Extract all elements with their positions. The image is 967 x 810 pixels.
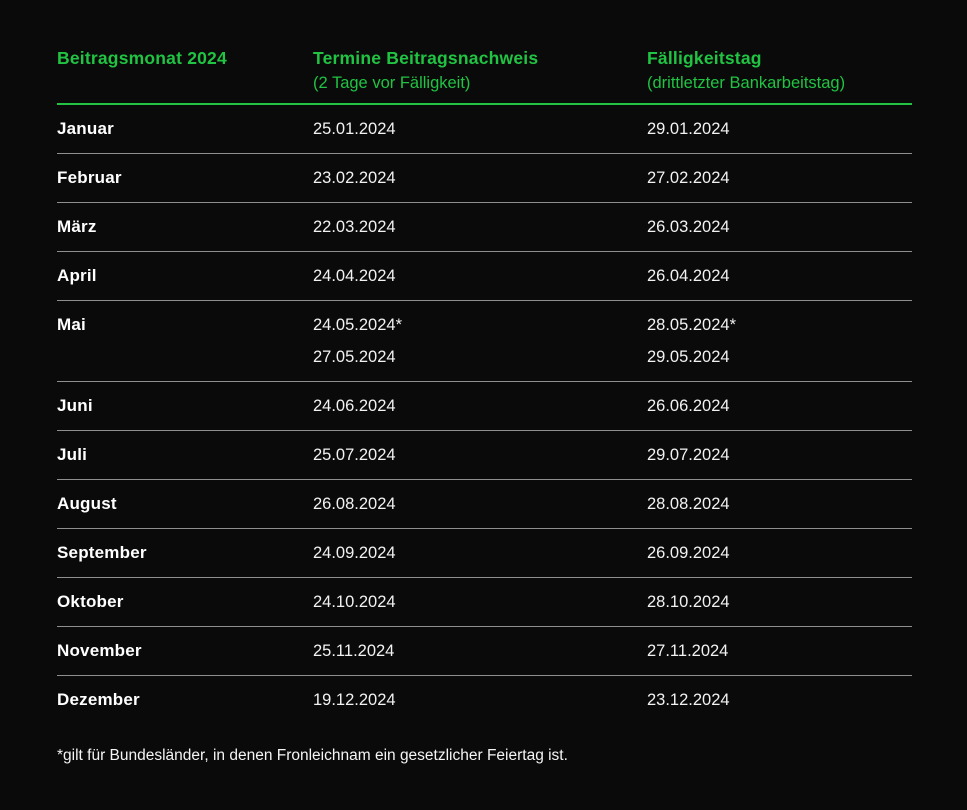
nachweis-date-cell: 25.07.2024 (313, 439, 647, 471)
date-value: 27.02.2024 (647, 169, 730, 187)
date-value: 26.03.2024 (647, 218, 730, 236)
nachweis-date-cell: 19.12.2024 (313, 684, 647, 716)
month-cell: April (57, 266, 97, 285)
faelligkeit-date-cell: 26.09.2024 (647, 537, 912, 569)
column-header-subtitle (57, 73, 313, 94)
column-header-title: Fälligkeitstag (647, 48, 762, 68)
faelligkeit-date-cell: 28.05.2024* 29.05.2024 (647, 309, 912, 373)
month-cell: November (57, 641, 142, 660)
date-value: 27.05.2024 (313, 348, 396, 366)
table-row: Juni 24.06.2024 26.06.2024 (57, 382, 912, 431)
month-cell: Juli (57, 445, 88, 464)
date-value: 24.05.2024* (313, 316, 403, 334)
column-header-title: Beitragsmonat 2024 (57, 48, 227, 68)
table-row: Mai 24.05.2024* 27.05.2024 28.05.2024* 29.05… (57, 301, 912, 382)
header-divider-rule (57, 103, 912, 105)
table-row: Oktober 24.10.2024 28.10.2024 (57, 578, 912, 627)
faelligkeit-date-cell: 28.10.2024 (647, 586, 912, 618)
faelligkeit-date-cell: 27.11.2024 (647, 635, 912, 667)
column-header-beitragsnachweis: Termine Beitragsnachweis (2 Tage vor Fäl… (313, 48, 647, 94)
date-value: 29.07.2024 (647, 446, 730, 464)
month-cell: Juni (57, 396, 93, 415)
column-header-title: Termine Beitragsnachweis (313, 48, 539, 68)
table-row: Januar 25.01.2024 29.01.2024 (57, 105, 912, 154)
date-value: 25.07.2024 (313, 446, 396, 464)
date-value: 28.08.2024 (647, 495, 730, 513)
table-row: März 22.03.2024 26.03.2024 (57, 203, 912, 252)
date-value: 26.06.2024 (647, 397, 730, 415)
month-cell: August (57, 494, 117, 513)
column-header-subtitle: (2 Tage vor Fälligkeit) (313, 74, 471, 92)
date-value: 23.12.2024 (647, 691, 730, 709)
nachweis-date-cell: 25.11.2024 (313, 635, 647, 667)
table-row: November 25.11.2024 27.11.2024 (57, 627, 912, 676)
column-header-beitragsmonat: Beitragsmonat 2024 (57, 48, 313, 94)
date-value: 26.09.2024 (647, 544, 730, 562)
month-cell: Oktober (57, 592, 124, 611)
month-cell: September (57, 543, 147, 562)
faelligkeit-date-cell: 23.12.2024 (647, 684, 912, 716)
nachweis-date-cell: 23.02.2024 (313, 162, 647, 194)
nachweis-date-cell: 25.01.2024 (313, 113, 647, 145)
date-value: 23.02.2024 (313, 169, 396, 187)
date-value: 24.09.2024 (313, 544, 396, 562)
faelligkeit-date-cell: 26.03.2024 (647, 211, 912, 243)
table-row: September 24.09.2024 26.09.2024 (57, 529, 912, 578)
footnote: *gilt für Bundesländer, in denen Fronlei… (57, 747, 568, 764)
column-header-subtitle: (drittletzter Bankarbeitstag) (647, 74, 846, 92)
date-value: 24.04.2024 (313, 267, 396, 285)
deadlines-table: Beitragsmonat 2024 Termine Beitragsnachw… (57, 48, 912, 766)
table-row: Dezember 19.12.2024 23.12.2024 (57, 676, 912, 724)
date-value: 24.06.2024 (313, 397, 396, 415)
nachweis-date-cell: 24.06.2024 (313, 390, 647, 422)
month-cell: Januar (57, 119, 114, 138)
month-cell: Februar (57, 168, 122, 187)
month-cell: März (57, 217, 97, 236)
nachweis-date-cell: 24.10.2024 (313, 586, 647, 618)
faelligkeit-date-cell: 27.02.2024 (647, 162, 912, 194)
date-value: 26.04.2024 (647, 267, 730, 285)
date-value: 26.08.2024 (313, 495, 396, 513)
table-row: Juli 25.07.2024 29.07.2024 (57, 431, 912, 480)
faelligkeit-date-cell: 26.06.2024 (647, 390, 912, 422)
date-value: 24.10.2024 (313, 593, 396, 611)
faelligkeit-date-cell: 28.08.2024 (647, 488, 912, 520)
nachweis-date-cell: 24.05.2024* 27.05.2024 (313, 309, 647, 373)
date-value: 28.10.2024 (647, 593, 730, 611)
nachweis-date-cell: 24.04.2024 (313, 260, 647, 292)
faelligkeit-date-cell: 26.04.2024 (647, 260, 912, 292)
date-value: 22.03.2024 (313, 218, 396, 236)
month-cell: Dezember (57, 690, 140, 709)
column-header-faelligkeitstag: Fälligkeitstag (drittletzter Bankarbeits… (647, 48, 912, 94)
faelligkeit-date-cell: 29.07.2024 (647, 439, 912, 471)
faelligkeit-date-cell: 29.01.2024 (647, 113, 912, 145)
date-value: 27.11.2024 (647, 642, 729, 660)
date-value: 28.05.2024* (647, 316, 737, 334)
date-value: 29.01.2024 (647, 120, 730, 138)
month-cell: Mai (57, 315, 86, 334)
table-row: Februar 23.02.2024 27.02.2024 (57, 154, 912, 203)
table-row: August 26.08.2024 28.08.2024 (57, 480, 912, 529)
nachweis-date-cell: 24.09.2024 (313, 537, 647, 569)
nachweis-date-cell: 26.08.2024 (313, 488, 647, 520)
table-body: Januar 25.01.2024 29.01.2024 Februar 23.02.2… (57, 105, 912, 724)
date-value: 25.01.2024 (313, 120, 396, 138)
nachweis-date-cell: 22.03.2024 (313, 211, 647, 243)
date-value: 19.12.2024 (313, 691, 396, 709)
date-value: 25.11.2024 (313, 642, 395, 660)
date-value: 29.05.2024 (647, 348, 730, 366)
table-row: April 24.04.2024 26.04.2024 (57, 252, 912, 301)
table-header-row: Beitragsmonat 2024 Termine Beitragsnachw… (57, 48, 912, 94)
